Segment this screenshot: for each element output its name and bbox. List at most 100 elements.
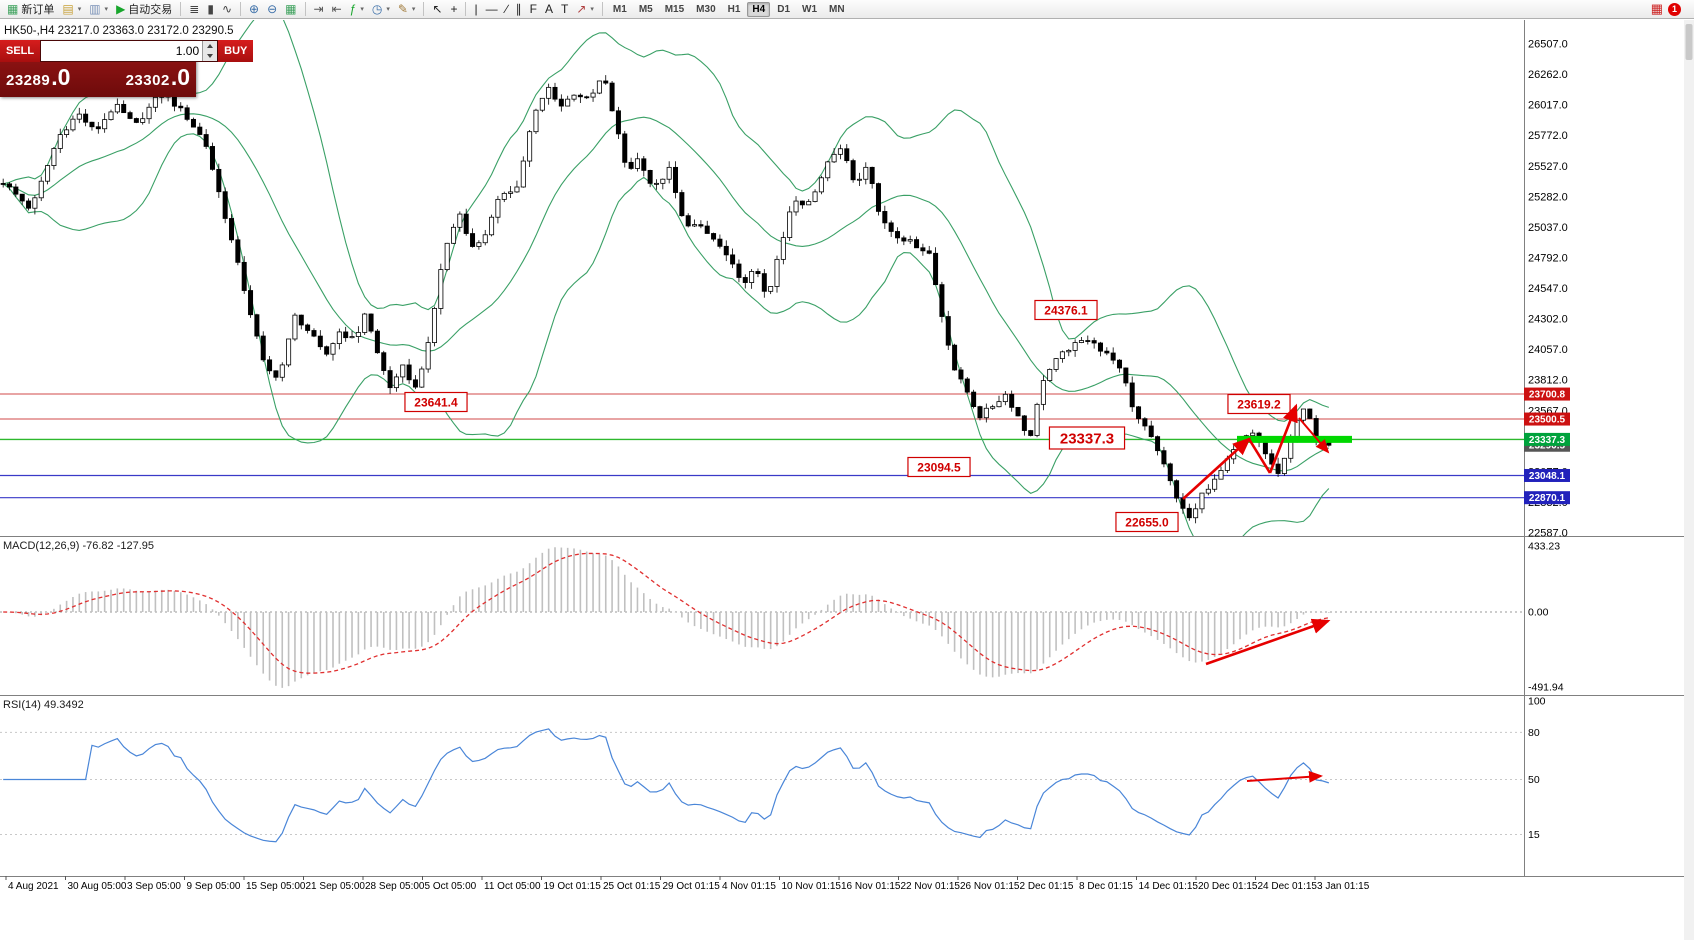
trend-arrow[interactable] <box>1268 403 1298 474</box>
svg-text:24376.1: 24376.1 <box>1044 303 1088 317</box>
new-order-button[interactable]: ▦ 新订单 <box>3 0 58 18</box>
trend-arrow[interactable] <box>1247 438 1272 474</box>
buy-price-main: 23302 <box>125 72 170 89</box>
volume-decrease-button[interactable] <box>203 51 218 61</box>
shapes-button[interactable]: ↗ ▾ <box>572 0 598 18</box>
trendline-button[interactable]: ∕ <box>502 0 512 18</box>
label-button[interactable]: T <box>557 0 572 18</box>
one-click-trading-panel: SELL BUY 23289 .0 23302 .0 <box>0 40 254 97</box>
timeframe-m1[interactable]: M1 <box>612 3 627 15</box>
scrollbar-thumb[interactable] <box>1685 24 1693 60</box>
buy-price[interactable]: 23302 .0 <box>98 62 196 97</box>
notifications-badge[interactable]: 1 <box>1668 2 1681 16</box>
chart-ohlc-header: HK50-,H4 23217.0 23363.0 23172.0 23290.5 <box>4 25 234 37</box>
channel-button[interactable]: ∥ <box>512 0 526 18</box>
macd-panel[interactable]: 433.23 0.00 -491.94 <box>0 540 1564 693</box>
crosshair-button[interactable]: + <box>446 0 461 18</box>
annotation-box[interactable] <box>907 456 971 478</box>
svg-text:26017.0: 26017.0 <box>1528 100 1568 112</box>
svg-text:23094.5: 23094.5 <box>917 460 961 474</box>
svg-text:25037.0: 25037.0 <box>1528 222 1568 234</box>
vertical-line-button[interactable]: | <box>470 0 481 18</box>
annotation-box[interactable] <box>1048 426 1126 450</box>
annotation-labels: 23641.4 24376.1 23619.2 23337.3 23094.5 22655… <box>404 299 1291 533</box>
timeframe-d1[interactable]: D1 <box>777 3 791 15</box>
annotation-box[interactable] <box>1034 299 1098 321</box>
templates-button-icon: ✎ <box>397 2 408 16</box>
auto-trading-button[interactable]: ▶ 自动交易 <box>112 0 176 18</box>
trend-arrow[interactable] <box>1246 770 1323 783</box>
volume-increase-button[interactable] <box>203 41 218 51</box>
auto-scroll-button-icon: ⇥ <box>313 2 324 16</box>
sell-price[interactable]: 23289 .0 <box>0 62 98 97</box>
svg-text:25527.0: 25527.0 <box>1528 161 1568 173</box>
sell-button[interactable]: SELL <box>0 40 41 62</box>
auto-trading-button-icon: ▶ <box>116 2 126 16</box>
bollinger-upper <box>3 20 1330 422</box>
dropdown-arrow-icon: ▾ <box>411 6 416 13</box>
templates-button[interactable]: ✎ ▾ <box>394 0 420 18</box>
tile-windows-button[interactable]: ▦ <box>281 0 300 18</box>
new-order-button-label: 新订单 <box>21 4 55 16</box>
volume-field <box>40 40 219 62</box>
market-watch-icon[interactable]: ▦ <box>1650 1 1663 16</box>
auto-scroll-button[interactable]: ⇥ <box>310 0 328 18</box>
timeframe-h1[interactable]: H1 <box>727 3 741 15</box>
fibonacci-button[interactable]: F <box>526 0 541 18</box>
zoom-out-button-icon: ⊖ <box>267 2 278 16</box>
periods-button-icon: ◷ <box>371 2 383 16</box>
annotation-box[interactable] <box>404 391 468 413</box>
svg-text:10 Nov 01:15: 10 Nov 01:15 <box>782 881 842 892</box>
trend-arrow[interactable] <box>1298 417 1330 454</box>
rsi-panel[interactable]: 100 80 50 15 <box>0 696 1546 843</box>
timeframe-m5[interactable]: M5 <box>638 3 653 15</box>
line-chart-button[interactable]: ∿ <box>218 0 236 18</box>
trend-arrow[interactable] <box>1182 437 1251 500</box>
price-axis[interactable]: 26507.0 26262.0 26017.0 25772.0 25527.0 25282… <box>1524 20 1568 876</box>
rsi-line <box>3 728 1330 843</box>
indicators-button[interactable]: ƒ ▾ <box>346 0 368 18</box>
timeframe-m15[interactable]: M15 <box>664 3 685 15</box>
cursor-button-icon: ↖ <box>432 2 443 16</box>
timeframe-h4[interactable]: H4 <box>747 1 771 17</box>
chart-shift-button-icon: ⇤ <box>331 2 342 16</box>
horizontal-line-button[interactable]: — <box>482 0 502 18</box>
chart-shift-button[interactable]: ⇤ <box>328 0 346 18</box>
periods-button[interactable]: ◷ ▾ <box>368 0 394 18</box>
toolbar-separator <box>240 2 242 16</box>
macd-signal-line <box>3 552 1329 674</box>
toolbar-separator <box>423 2 425 16</box>
dropdown-arrow-icon: ▾ <box>590 6 594 13</box>
timeframe-mn[interactable]: MN <box>829 3 845 15</box>
cursor-button[interactable]: ↖ <box>428 0 446 18</box>
profiles-button[interactable]: ▥ ▾ <box>85 0 112 18</box>
svg-text:3 Sep 05:00: 3 Sep 05:00 <box>127 881 181 892</box>
timeframe-m30[interactable]: M30 <box>696 3 716 15</box>
buy-button[interactable]: BUY <box>218 40 254 62</box>
svg-text:24547.0: 24547.0 <box>1528 283 1568 295</box>
volume-input[interactable] <box>41 41 203 61</box>
timeframe-w1[interactable]: W1 <box>802 3 818 15</box>
zoom-in-button[interactable]: ⊕ <box>245 0 263 18</box>
time-axis[interactable]: 4 Aug 2021 30 Aug 05:00 3 Sep 05:00 9 Sep 0… <box>5 876 1370 892</box>
price-plot[interactable] <box>0 6 1524 555</box>
profiles-button-icon: ▥ <box>89 2 101 16</box>
zoom-out-button[interactable]: ⊖ <box>263 0 281 18</box>
annotation-box[interactable] <box>1115 511 1179 533</box>
price-marker <box>1524 432 1570 446</box>
charts-button[interactable]: ▤ ▾ <box>58 0 85 18</box>
svg-text:25772.0: 25772.0 <box>1528 130 1568 142</box>
svg-text:9 Sep 05:00: 9 Sep 05:00 <box>187 881 241 892</box>
channel-button-icon: ∥ <box>515 2 522 16</box>
trend-arrow[interactable] <box>1205 618 1331 666</box>
zoom-in-button-icon: ⊕ <box>249 2 260 16</box>
text-button[interactable]: A <box>541 0 557 18</box>
svg-text:433.23: 433.23 <box>1528 540 1560 552</box>
price-marker <box>1524 387 1570 401</box>
svg-text:3 Jan 01:15: 3 Jan 01:15 <box>1317 881 1370 892</box>
bar-chart-button[interactable]: ≣ <box>185 0 203 18</box>
vertical-scrollbar[interactable] <box>1684 20 1694 940</box>
dropdown-arrow-icon: ▾ <box>360 6 364 13</box>
candle-chart-button[interactable]: ▮ <box>203 0 218 18</box>
